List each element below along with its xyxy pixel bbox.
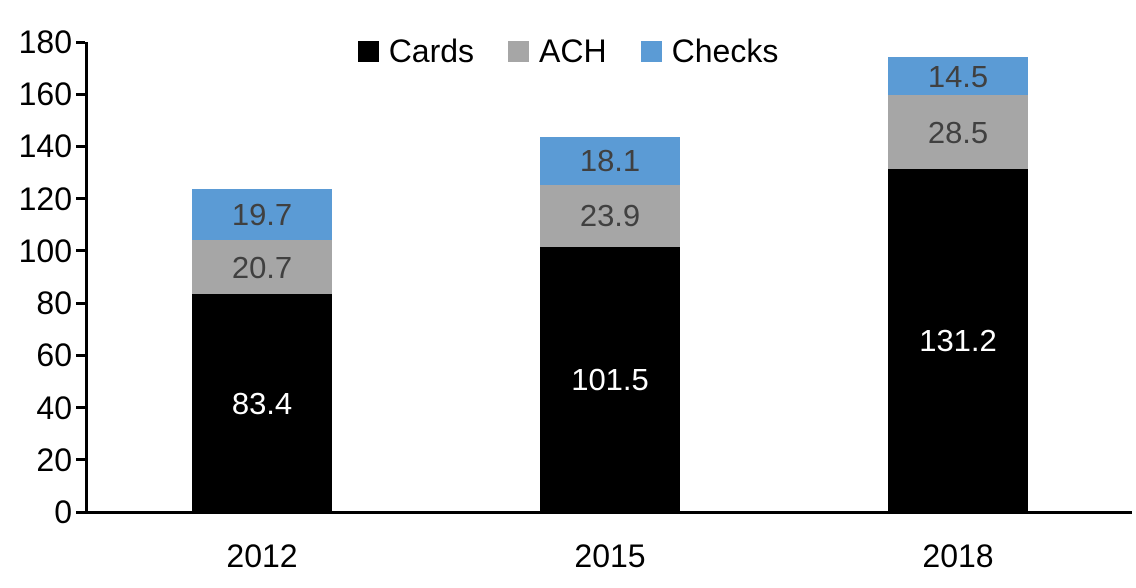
chart-legend: Cards ACH Checks xyxy=(0,32,1136,70)
segment-value-label: 20.7 xyxy=(231,249,293,285)
legend-item-checks: Checks xyxy=(640,33,779,69)
bar-segment-2018-checks: 14.5 xyxy=(888,57,1028,95)
y-axis-tick-label: 160 xyxy=(18,76,72,113)
segment-value-label: 83.4 xyxy=(231,385,293,421)
segment-value-label: 23.9 xyxy=(579,198,641,234)
y-axis-line xyxy=(85,42,88,513)
bar-segment-2012-ach: 20.7 xyxy=(192,240,332,295)
x-axis-line xyxy=(85,511,1132,514)
bar-segment-2012-checks: 19.7 xyxy=(192,188,332,241)
y-axis-tick-label: 0 xyxy=(54,494,72,530)
bar-segment-2018-cards: 131.2 xyxy=(888,169,1028,512)
segment-value-label: 18.1 xyxy=(579,143,641,179)
legend-item-cards: Cards xyxy=(357,33,475,69)
segment-value-label: 131.2 xyxy=(919,323,997,359)
bar-segment-2012-cards: 83.4 xyxy=(192,294,332,512)
legend-label: ACH xyxy=(539,33,607,69)
x-axis-category-label: 2012 xyxy=(226,538,298,574)
legend-swatch-cards xyxy=(357,40,379,62)
y-axis-tick-label: 120 xyxy=(18,180,72,217)
y-axis-tick-label: 20 xyxy=(36,441,72,478)
y-axis-tick xyxy=(76,92,85,96)
y-axis-tick xyxy=(76,510,85,514)
legend-swatch-checks xyxy=(640,40,662,62)
y-axis-tick-label: 100 xyxy=(18,232,72,269)
y-axis-tick-label: 80 xyxy=(36,285,72,322)
segment-value-label: 19.7 xyxy=(231,196,293,232)
y-axis-tick xyxy=(76,353,85,357)
y-axis-tick xyxy=(76,144,85,148)
y-axis-tick xyxy=(76,249,85,253)
legend-label: Cards xyxy=(388,33,475,69)
y-axis-tick xyxy=(76,406,85,410)
bar-segment-2015-checks: 18.1 xyxy=(540,137,680,185)
y-axis-tick-label: 140 xyxy=(18,128,72,165)
y-axis-tick xyxy=(76,40,85,44)
bar-segment-2018-ach: 28.5 xyxy=(888,95,1028,170)
legend-label: Checks xyxy=(671,33,779,69)
segment-value-label: 101.5 xyxy=(571,361,649,397)
y-axis-tick xyxy=(76,301,85,305)
x-axis-category-label: 2015 xyxy=(574,538,646,574)
y-axis-tick xyxy=(76,458,85,462)
segment-value-label: 28.5 xyxy=(927,114,989,150)
y-axis-tick xyxy=(76,197,85,201)
y-axis-tick-label: 60 xyxy=(36,337,72,374)
bar-segment-2015-ach: 23.9 xyxy=(540,184,680,247)
legend-item-ach: ACH xyxy=(508,35,607,67)
legend-swatch-ach xyxy=(508,40,530,62)
x-axis-category-label: 2018 xyxy=(922,538,994,574)
bar-segment-2015-cards: 101.5 xyxy=(540,246,680,512)
y-axis-tick-label: 40 xyxy=(36,389,72,426)
y-axis-tick-label: 180 xyxy=(18,24,72,60)
segment-value-label: 14.5 xyxy=(927,58,989,94)
